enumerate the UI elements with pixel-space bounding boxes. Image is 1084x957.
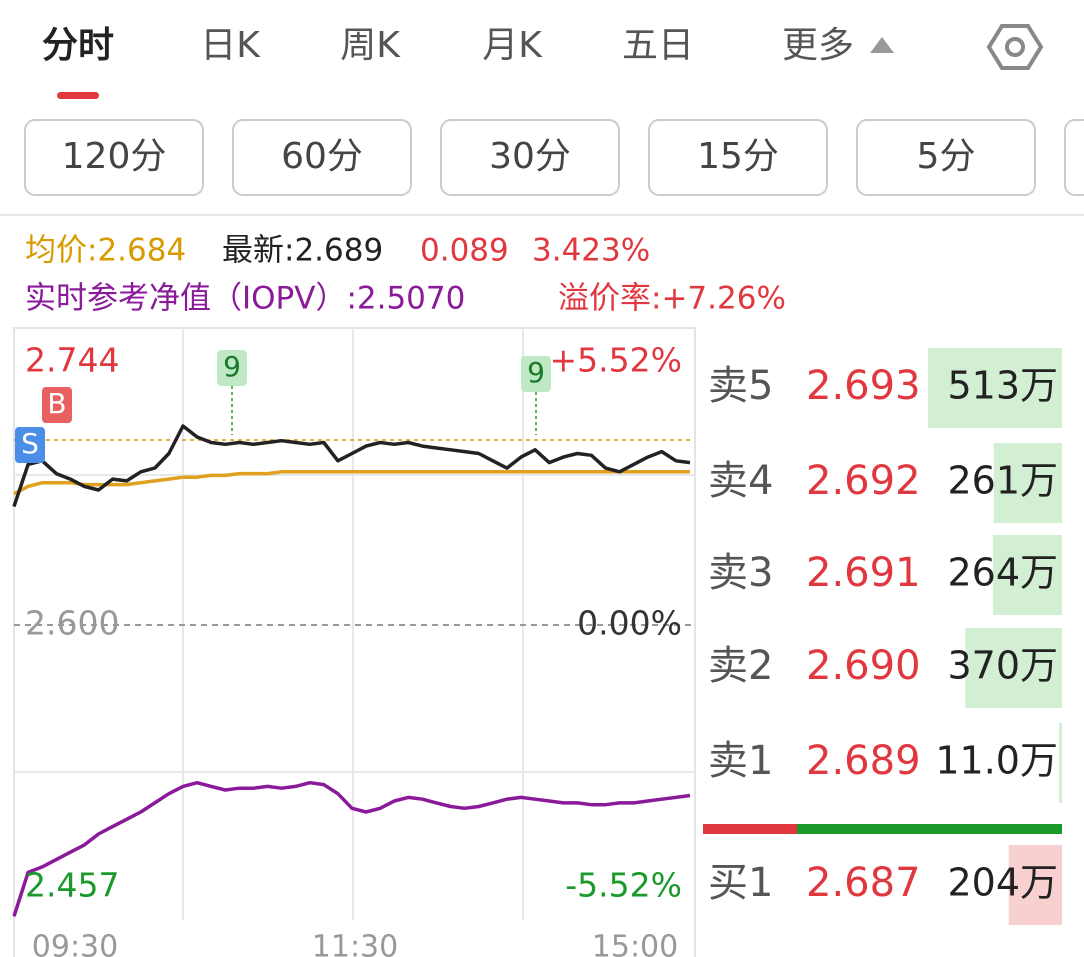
axis-label: 0.00% — [577, 604, 682, 643]
info-avg: 均价:2.684 — [25, 233, 186, 269]
tab[interactable]: 日K — [200, 25, 261, 66]
ob-volume: 513万 — [947, 364, 1058, 408]
more-arrow — [870, 37, 894, 53]
period-button[interactable] — [232, 119, 412, 196]
volume-bar — [993, 443, 1062, 523]
price-line — [12, 424, 691, 508]
ob-label: 卖1 — [708, 738, 773, 784]
info-premium: 溢价率:+7.26% — [558, 281, 786, 317]
signal-marker — [521, 356, 551, 392]
ob-volume: 261万 — [947, 459, 1058, 503]
info-change_pct: 3.423% — [532, 233, 650, 269]
ob-label: 卖2 — [708, 643, 773, 689]
ob-label: 卖4 — [708, 458, 773, 504]
buy-ratio — [703, 824, 797, 834]
ob-volume: 11.0万 — [935, 739, 1058, 783]
signal-marker — [217, 350, 247, 386]
period-label: 60分 — [281, 136, 363, 177]
tab[interactable]: 月K — [482, 25, 543, 66]
avg-line — [13, 470, 690, 496]
period-button[interactable] — [440, 119, 620, 196]
time-label: 11:30 — [312, 930, 398, 957]
signal-marker — [15, 427, 45, 463]
axis-label: +5.52% — [550, 341, 682, 380]
ob-price: 2.687 — [806, 860, 921, 906]
signal-marker — [42, 387, 72, 423]
axis-label: 2.457 — [25, 866, 119, 905]
ob-price: 2.692 — [806, 458, 921, 504]
volume-bar — [1008, 845, 1062, 925]
volume-bar — [1059, 723, 1062, 803]
chart-frame — [13, 327, 696, 957]
period-label: 5分 — [917, 136, 976, 177]
time-label: 09:30 — [32, 930, 118, 957]
sell-ratio — [797, 824, 1062, 834]
info-change: 0.089 — [420, 233, 509, 269]
ob-volume: 204万 — [947, 861, 1058, 905]
signal-label: B — [47, 387, 66, 420]
info-latest: 最新:2.689 — [222, 233, 383, 269]
iopv-line — [12, 780, 691, 917]
volume-bar — [965, 628, 1062, 708]
ob-price: 2.689 — [806, 738, 921, 784]
tab[interactable]: 周K — [340, 25, 401, 66]
time-label: 15:00 — [592, 930, 678, 957]
tab[interactable]: 更多 — [782, 25, 854, 66]
ob-volume: 264万 — [947, 551, 1058, 595]
signal-label: S — [21, 427, 39, 460]
ob-volume: 370万 — [947, 644, 1058, 688]
settings-icon[interactable] — [986, 24, 1044, 70]
volume-bar — [993, 535, 1062, 615]
tab[interactable]: 五日 — [622, 25, 694, 66]
axis-label: 2.600 — [25, 604, 119, 643]
period-button[interactable] — [24, 119, 204, 196]
tab-indicator — [57, 92, 99, 99]
period-button[interactable] — [648, 119, 828, 196]
ob-label: 卖5 — [708, 363, 773, 409]
info-iopv: 实时参考净值（IOPV）:2.5070 — [25, 281, 465, 317]
volume-bar — [928, 348, 1062, 428]
axis-label: -5.52% — [565, 866, 682, 905]
ob-price: 2.691 — [806, 550, 921, 596]
tab[interactable]: 分时 — [42, 25, 114, 66]
period-label: 15分 — [697, 136, 779, 177]
signal-label: 9 — [223, 350, 241, 383]
ob-label: 买1 — [708, 860, 773, 906]
signal-label: 9 — [527, 356, 545, 389]
ob-price: 2.690 — [806, 643, 921, 689]
period-label: 120分 — [62, 136, 167, 177]
period-button[interactable] — [856, 119, 1036, 196]
ob-price: 2.693 — [806, 363, 921, 409]
period-label: 30分 — [489, 136, 571, 177]
period-button[interactable] — [1064, 119, 1084, 196]
axis-label: 2.744 — [25, 341, 119, 380]
ob-label: 卖3 — [708, 550, 773, 596]
